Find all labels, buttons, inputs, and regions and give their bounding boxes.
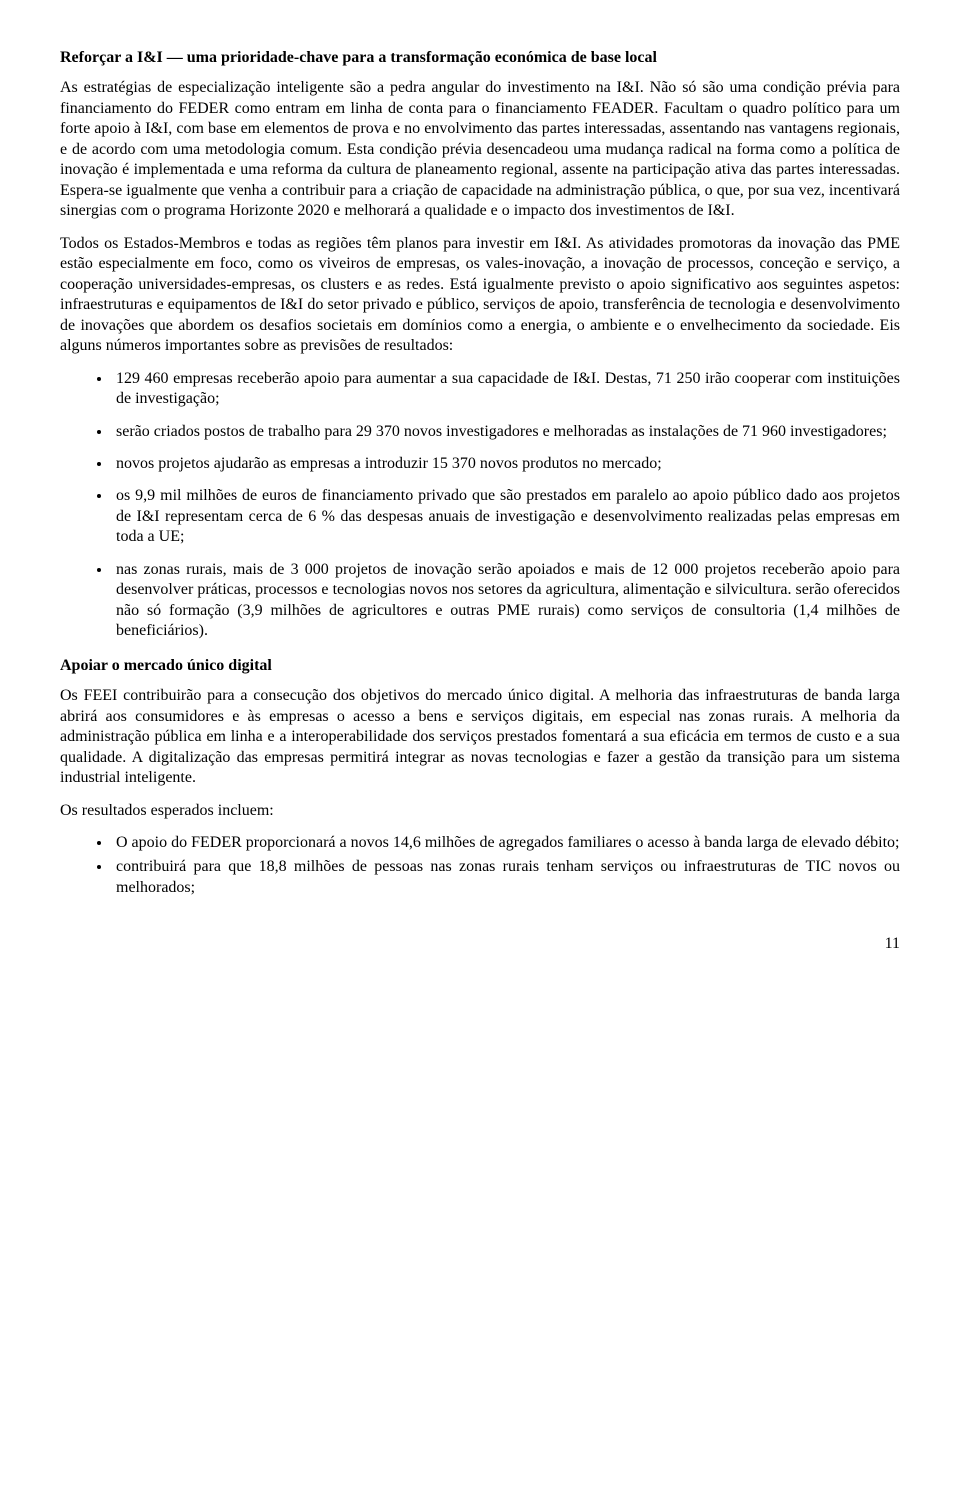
bullet-list-1: 129 460 empresas receberão apoio para au… [60,369,900,642]
page-number: 11 [60,934,900,954]
paragraph-2: Todos os Estados-Membros e todas as regi… [60,234,900,357]
list-item: serão criados postos de trabalho para 29… [112,422,900,442]
list-item: contribuirá para que 18,8 milhões de pes… [112,857,900,898]
list-item: O apoio do FEDER proporcionará a novos 1… [112,833,900,853]
list-item: novos projetos ajudarão as empresas a in… [112,454,900,474]
paragraph-3: Os FEEI contribuirão para a consecução d… [60,686,900,788]
list-item: nas zonas rurais, mais de 3 000 projetos… [112,560,900,642]
section-heading-1: Reforçar a I&I — uma prioridade-chave pa… [60,48,900,68]
paragraph-4: Os resultados esperados incluem: [60,801,900,821]
paragraph-1: As estratégias de especialização intelig… [60,78,900,221]
list-item: 129 460 empresas receberão apoio para au… [112,369,900,410]
list-item: os 9,9 mil milhões de euros de financiam… [112,486,900,547]
section-heading-2: Apoiar o mercado único digital [60,656,900,676]
bullet-list-2: O apoio do FEDER proporcionará a novos 1… [60,833,900,898]
